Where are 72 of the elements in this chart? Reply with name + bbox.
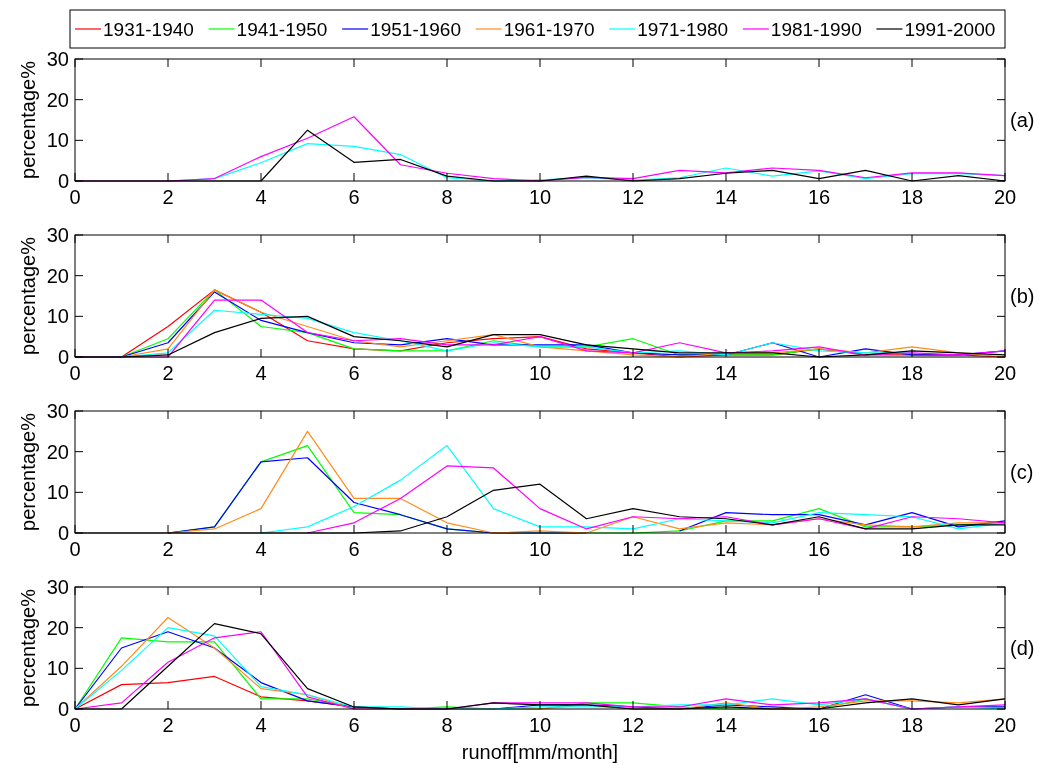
x-tick-label: 14 [714, 538, 738, 560]
x-tick-label: 8 [441, 714, 453, 736]
x-tick-label: 10 [528, 714, 552, 736]
x-tick-label: 14 [714, 362, 738, 384]
x-tick-label: 14 [714, 186, 738, 208]
x-tick-label: 20 [993, 362, 1017, 384]
x-axis-title: runoff[mm/month] [461, 741, 619, 763]
x-tick-label: 8 [441, 362, 453, 384]
y-axis-title: percentage% [17, 412, 39, 531]
x-tick-label: 4 [255, 186, 267, 208]
x-tick-label: 16 [807, 186, 831, 208]
legend-label: 1951-1960 [370, 19, 462, 40]
x-tick-label: 10 [528, 362, 552, 384]
text: (d) [1010, 637, 1035, 659]
y-axis-title: percentage% [17, 588, 39, 707]
x-tick-label: 2 [162, 362, 174, 384]
x-tick-label: 6 [348, 714, 360, 736]
x-tick-label: 18 [900, 538, 924, 560]
x-tick-label: 16 [807, 538, 831, 560]
x-tick-label: 6 [348, 362, 360, 384]
y-tick-label: 10 [46, 129, 69, 152]
y-tick-label: 10 [46, 481, 69, 504]
legend-label: 1981-1990 [770, 19, 862, 40]
text: (b) [1010, 285, 1035, 307]
y-tick-label: 20 [46, 88, 69, 111]
x-tick-label: 18 [900, 186, 924, 208]
legend-label: 1961-1970 [503, 19, 595, 40]
x-tick-label: 2 [162, 186, 174, 208]
x-tick-label: 16 [807, 362, 831, 384]
x-tick-label: 14 [714, 714, 738, 736]
x-tick-label: 10 [528, 538, 552, 560]
x-tick-label: 2 [162, 538, 174, 560]
x-tick-label: 12 [621, 362, 645, 384]
y-tick-label: 30 [46, 48, 69, 70]
y-tick-label: 20 [46, 440, 69, 463]
x-tick-label: 4 [255, 538, 267, 560]
x-tick-label: 16 [807, 714, 831, 736]
x-tick-label: 18 [900, 362, 924, 384]
x-tick-label: 12 [621, 186, 645, 208]
x-tick-label: 4 [255, 362, 267, 384]
y-tick-label: 0 [57, 170, 69, 192]
y-tick-label: 30 [46, 400, 69, 422]
y-tick-label: 30 [46, 224, 69, 246]
x-tick-label: 2 [162, 714, 174, 736]
x-tick-label: 8 [441, 186, 453, 208]
legend-label: 1971-1980 [637, 19, 729, 40]
x-tick-label: 6 [348, 538, 360, 560]
text: (c) [1010, 461, 1034, 483]
x-tick-label: 20 [993, 186, 1017, 208]
y-tick-label: 30 [46, 576, 69, 598]
y-tick-label: 0 [57, 698, 69, 720]
legend-label: 1931-1940 [103, 19, 194, 40]
text: (a) [1010, 109, 1035, 131]
x-tick-label: 8 [441, 538, 453, 560]
x-tick-label: 20 [993, 538, 1017, 560]
x-tick-label: 12 [621, 538, 645, 560]
y-axis-title: percentage% [17, 236, 39, 355]
legend-label: 1991-2000 [904, 19, 996, 40]
y-axis-title: percentage% [17, 60, 39, 179]
y-tick-label: 0 [57, 346, 69, 368]
x-tick-label: 20 [993, 714, 1017, 736]
x-tick-label: 4 [255, 714, 267, 736]
x-tick-label: 12 [621, 714, 645, 736]
y-tick-label: 20 [46, 264, 69, 287]
y-tick-label: 0 [57, 522, 69, 544]
x-tick-label: 10 [528, 186, 552, 208]
y-tick-label: 10 [46, 657, 69, 680]
legend-label: 1941-1950 [236, 19, 328, 40]
y-tick-label: 20 [46, 616, 69, 639]
y-tick-label: 10 [46, 305, 69, 328]
x-tick-label: 18 [900, 714, 924, 736]
x-tick-label: 6 [348, 186, 360, 208]
